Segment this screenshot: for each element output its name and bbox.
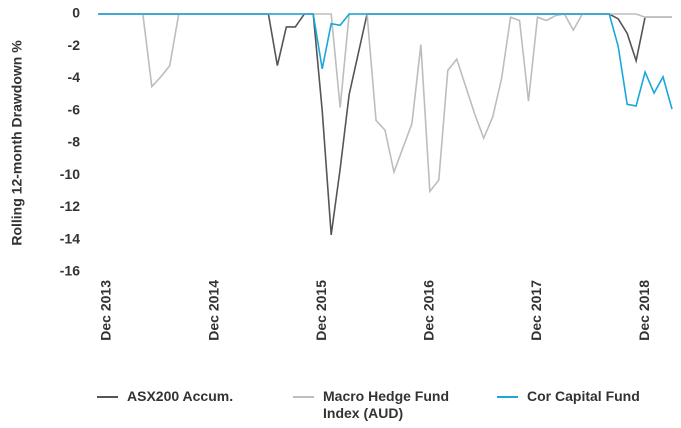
y-tick-label: -2 — [68, 37, 81, 53]
legend-swatch — [293, 396, 314, 398]
legend-swatch — [97, 396, 118, 398]
x-tick-label: Dec 2018 — [636, 280, 652, 341]
y-tick-label: -8 — [68, 134, 81, 150]
legend-item: Macro Hedge Fund Index (AUD) — [293, 388, 473, 422]
legend-label: ASX200 Accum. — [127, 388, 234, 404]
legend-swatch — [497, 396, 518, 398]
y-tick-label: -14 — [60, 230, 80, 246]
y-tick-label: -6 — [68, 101, 81, 117]
y-tick-label: -12 — [60, 198, 80, 214]
x-tick-label: Dec 2015 — [313, 280, 329, 341]
series-line — [98, 13, 672, 194]
legend-label: Macro Hedge Fund Index (AUD) — [323, 388, 450, 421]
x-tick-label: Dec 2014 — [205, 280, 221, 341]
y-axis-label: Rolling 12-month Drawdown % — [9, 40, 25, 246]
y-tick-label: -10 — [60, 166, 80, 182]
x-tick-label: Dec 2016 — [421, 280, 437, 341]
legend-item: Cor Capital Fund — [497, 388, 681, 405]
legend-label: Cor Capital Fund — [527, 388, 640, 404]
y-tick-label: 0 — [72, 5, 80, 21]
y-tick-label: -16 — [60, 263, 80, 279]
legend-item: ASX200 Accum. — [97, 388, 259, 405]
series-line — [98, 13, 673, 110]
x-tick-label: Dec 2017 — [528, 280, 544, 341]
x-tick-label: Dec 2013 — [98, 280, 114, 341]
y-tick-label: -4 — [68, 69, 81, 85]
series-line — [98, 13, 672, 236]
